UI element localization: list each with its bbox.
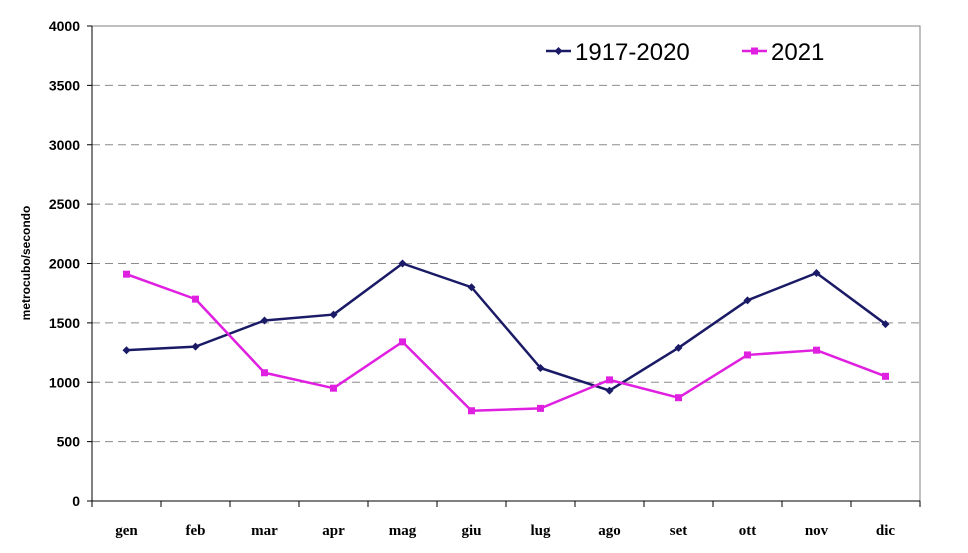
y-tick-label: 500 bbox=[57, 434, 81, 450]
data-point-marker bbox=[399, 338, 406, 346]
x-tick-label: nov bbox=[805, 523, 829, 539]
series-lines bbox=[122, 259, 890, 415]
data-point-marker bbox=[812, 269, 821, 277]
data-point-marker bbox=[881, 320, 890, 329]
data-point-marker bbox=[606, 376, 613, 384]
x-tick-label: mag bbox=[389, 523, 417, 539]
x-tick-label: ago bbox=[598, 523, 621, 539]
y-tick-label: 3000 bbox=[49, 137, 80, 153]
y-tick-label: 2000 bbox=[49, 256, 80, 272]
x-tick-label: giu bbox=[461, 523, 481, 539]
data-point-marker bbox=[537, 404, 544, 412]
data-point-marker bbox=[743, 296, 752, 305]
x-tick-label: set bbox=[670, 523, 688, 539]
tick-labels: 0 500 1000 1500 2000 2500 3000 3500 4000 gen feb ma… bbox=[49, 18, 896, 539]
data-point-marker bbox=[675, 394, 682, 402]
x-tick-label: apr bbox=[322, 523, 345, 539]
data-point-marker bbox=[468, 407, 475, 415]
x-tick-label: ott bbox=[739, 523, 757, 539]
data-point-marker bbox=[744, 351, 751, 359]
x-tick-label: mar bbox=[251, 523, 278, 539]
y-tick-label: 3500 bbox=[49, 77, 80, 93]
y-tick-label: 1500 bbox=[49, 315, 80, 331]
data-point-marker bbox=[813, 346, 820, 354]
data-point-marker bbox=[398, 259, 407, 268]
gridlines bbox=[92, 84, 920, 443]
data-point-marker bbox=[605, 386, 614, 395]
data-point-marker bbox=[122, 346, 131, 355]
legend-label: 1917-2020 bbox=[575, 39, 690, 66]
y-tick-label: 1000 bbox=[49, 374, 80, 390]
y-tick-label: 2500 bbox=[49, 196, 80, 212]
legend-label: 2021 bbox=[771, 39, 824, 66]
data-point-marker bbox=[191, 342, 200, 351]
series-line-1 bbox=[126, 262, 887, 392]
x-tick-label: dic bbox=[876, 523, 896, 539]
legend-swatch-marker bbox=[554, 47, 563, 55]
axes bbox=[87, 25, 921, 507]
legend: 1917-2020 2021 bbox=[546, 39, 824, 66]
data-point-marker bbox=[467, 283, 476, 292]
data-point-marker bbox=[882, 372, 889, 380]
data-point-marker bbox=[192, 295, 199, 303]
data-point-marker bbox=[330, 384, 337, 392]
x-tick-label: feb bbox=[186, 523, 206, 539]
data-point-marker bbox=[674, 343, 683, 352]
data-point-marker bbox=[536, 364, 545, 372]
data-point-marker bbox=[123, 270, 130, 278]
legend-swatch-marker bbox=[751, 47, 758, 55]
x-tick-label: gen bbox=[115, 523, 138, 539]
data-point-marker bbox=[260, 316, 269, 325]
y-tick-label: 0 bbox=[72, 493, 80, 509]
y-axis-label: metrocubo/secondo bbox=[19, 206, 33, 321]
x-tick-label: lug bbox=[530, 523, 551, 539]
data-point-marker bbox=[329, 310, 338, 319]
series-line-2 bbox=[126, 273, 886, 412]
data-point-marker bbox=[261, 369, 268, 377]
y-tick-label: 4000 bbox=[49, 18, 80, 34]
